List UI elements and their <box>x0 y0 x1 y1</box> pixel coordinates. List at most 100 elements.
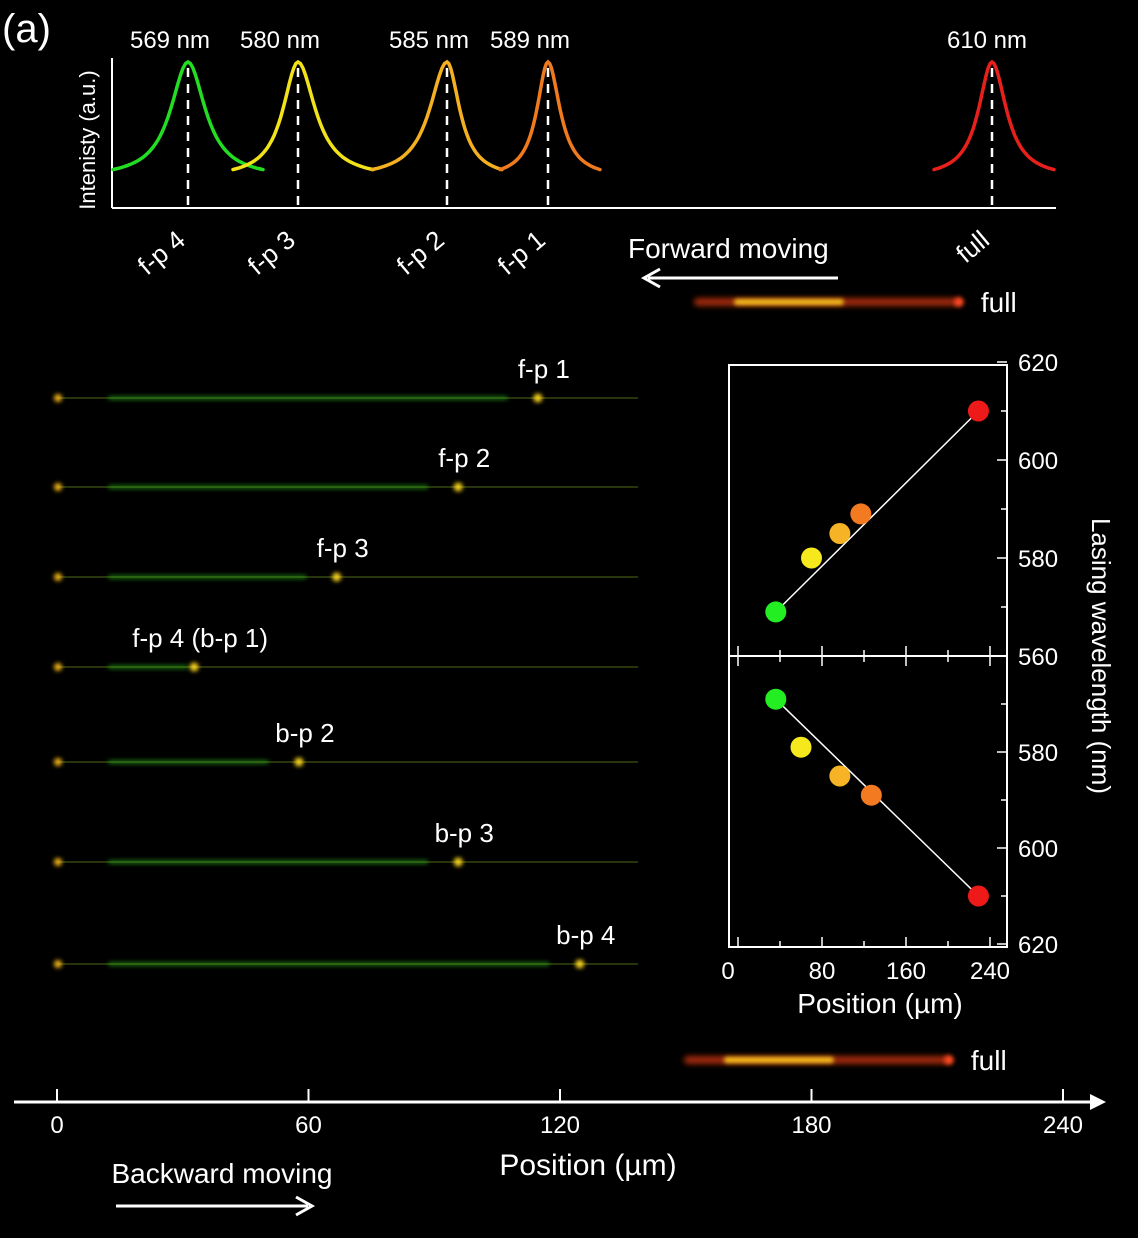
peak-category-label: f-p 1 <box>492 224 551 280</box>
peak-wavelength-label: 569 nm <box>130 27 210 54</box>
data-point <box>850 503 872 525</box>
emission-hotspot <box>733 299 844 305</box>
wire-end-spot <box>54 758 62 766</box>
peak-wavelength-label: 580 nm <box>240 27 320 54</box>
microscope-image-full: full <box>683 1045 1007 1076</box>
inset-top-ytick-label: 620 <box>1018 350 1058 377</box>
backward-arrow-icon <box>116 1195 316 1217</box>
image-label: f-p 2 <box>438 443 490 473</box>
data-point <box>829 523 851 544</box>
wire-end-spot <box>54 663 62 671</box>
peak-wavelength-label: 589 nm <box>490 27 570 54</box>
inset-bottom-ytick-label: 600 <box>1018 836 1058 863</box>
data-point <box>967 400 989 422</box>
end-spot <box>953 297 964 307</box>
fluorescence-images: full f-p 1 f-p 2 f-p 3 f-p 4 (b-p 1) b-p 2 b-p… <box>54 287 1017 1076</box>
microscope-image-b-p-3: b-p 3 <box>54 818 638 867</box>
image-label: b-p 4 <box>556 920 615 950</box>
inset-bottom-ytick-label: 620 <box>1018 932 1058 959</box>
spectra-plot: Intenisty (a.u.) 569 nm f-p 4 580 nm f-p 3 5… <box>75 27 1056 281</box>
green-emission <box>108 396 508 400</box>
image-label: f-p 4 (b-p 1) <box>132 623 268 653</box>
green-emission <box>108 575 307 579</box>
microscope-image-f-p-4-b-p-1-: f-p 4 (b-p 1) <box>54 623 638 672</box>
inset-top-ytick-label: 580 <box>1018 546 1058 573</box>
inset-x-label: Position (µm) <box>797 988 963 1019</box>
inset-top-ytick-label: 560 <box>1018 644 1058 671</box>
panel-label: (a) <box>2 7 51 51</box>
excitation-spot <box>453 857 463 867</box>
green-emission <box>108 665 188 669</box>
data-point <box>801 547 822 569</box>
microscope-image-f-p-1: f-p 1 <box>54 354 638 403</box>
spectrum-peak-610 <box>932 59 1056 172</box>
inset-xtick-label: 160 <box>886 958 926 985</box>
inset-xtick-label: 0 <box>721 958 734 985</box>
data-point <box>860 784 882 806</box>
axis-arrow-icon <box>1090 1094 1106 1110</box>
peak-category-label: f-p 3 <box>242 224 301 280</box>
excitation-spot <box>575 959 585 969</box>
microscope-image-f-p-3: f-p 3 <box>54 533 638 582</box>
green-emission <box>108 962 550 966</box>
main-axis-tick-label: 240 <box>1043 1112 1083 1139</box>
wire-end-spot <box>54 483 62 491</box>
main-position-axis: 0 60 120 180 240 Position (µm) <box>14 1089 1106 1182</box>
inset-bottom-ytick-label: 580 <box>1018 740 1058 767</box>
main-axis-tick-label: 0 <box>50 1112 63 1139</box>
wire-end-spot <box>54 394 62 402</box>
image-label: b-p 2 <box>275 718 334 748</box>
inset-xtick-label: 240 <box>970 958 1010 985</box>
microscope-image-b-p-4: b-p 4 <box>54 920 638 969</box>
excitation-spot <box>294 757 304 767</box>
inset-y-label: Lasing wavelength (nm) <box>1086 518 1116 794</box>
image-label: f-p 1 <box>518 354 570 384</box>
data-point <box>765 601 787 623</box>
main-axis-tick-label: 180 <box>791 1112 831 1139</box>
excitation-spot <box>189 662 199 672</box>
wire-end-spot <box>54 960 62 968</box>
inset-top-ytick-label: 600 <box>1018 448 1058 475</box>
forward-moving-label: Forward moving <box>628 233 829 264</box>
spectrum-peak-580 <box>231 59 375 172</box>
spectra-y-label: Intenisty (a.u.) <box>75 70 100 209</box>
excitation-spot <box>533 393 543 403</box>
full-label: full <box>971 1045 1007 1076</box>
emission-hotspot <box>723 1057 834 1063</box>
data-point <box>790 736 812 758</box>
spectrum-peak-585 <box>370 59 504 172</box>
main-axis-tick-label: 120 <box>540 1112 580 1139</box>
forward-arrow-icon <box>640 267 838 289</box>
green-emission <box>108 760 269 764</box>
data-point <box>765 688 787 710</box>
microscope-image-full: full <box>693 287 1017 318</box>
backward-moving-label: Backward moving <box>112 1158 333 1189</box>
data-point <box>967 885 989 907</box>
green-emission <box>108 860 429 864</box>
spectrum-peak-569 <box>111 59 265 172</box>
main-axis-tick-label: 60 <box>295 1112 322 1139</box>
full-label: full <box>981 287 1017 318</box>
image-label: f-p 3 <box>317 533 369 563</box>
peak-wavelength-label: 585 nm <box>389 27 469 54</box>
wire-end-spot <box>54 858 62 866</box>
end-spot <box>943 1055 954 1065</box>
peak-category-label: full <box>950 224 995 268</box>
excitation-spot <box>453 482 463 492</box>
microscope-image-b-p-2: b-p 2 <box>54 718 638 767</box>
microscope-image-f-p-2: f-p 2 <box>54 443 638 492</box>
inset-plots: 620 600 580 560 580 600 620 0 80 160 240 Lasing wa… <box>721 350 1116 1019</box>
image-label: b-p 3 <box>435 818 494 848</box>
peak-wavelength-label: 610 nm <box>947 27 1027 54</box>
peak-category-label: f-p 2 <box>391 224 450 280</box>
inset-xtick-label: 80 <box>809 958 836 985</box>
peak-category-label: f-p 4 <box>132 224 191 280</box>
wire-end-spot <box>54 573 62 581</box>
main-axis-label: Position (µm) <box>499 1149 676 1182</box>
data-point <box>829 765 851 787</box>
excitation-spot <box>332 572 342 582</box>
spectrum-peak-589 <box>498 59 602 172</box>
green-emission <box>108 485 429 489</box>
